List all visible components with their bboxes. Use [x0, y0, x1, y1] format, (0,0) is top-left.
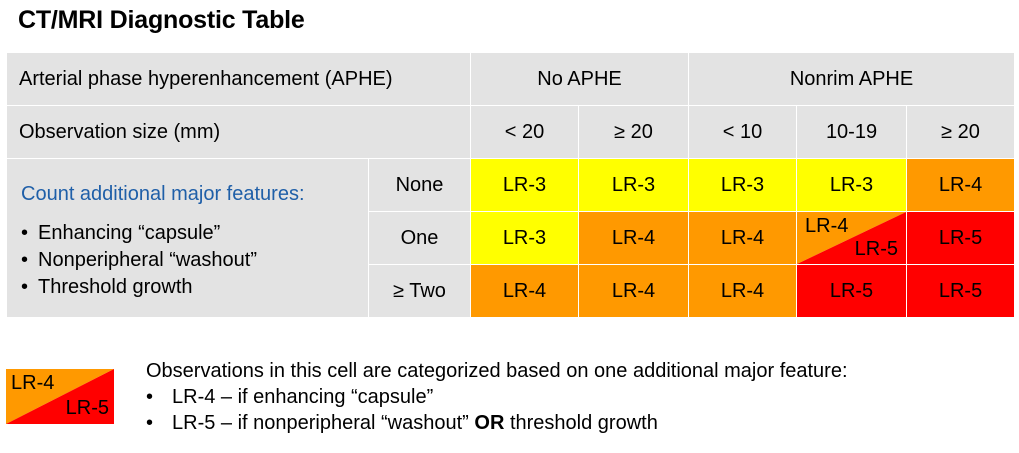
no-aphe-header: No APHE: [469, 52, 690, 106]
table-row: ≥ Two LR-4 LR-4 LR-4 LR-5 LR-5: [7, 264, 1016, 318]
legend-swatch-bottom: LR-5: [65, 397, 109, 419]
category-cell: LR-4: [688, 264, 798, 318]
major-features-cell: Count additional major features: • Enhanc…: [6, 158, 369, 318]
category-cell: LR-3: [688, 158, 798, 212]
category-cell: LR-4: [470, 264, 579, 318]
size-col-header: < 10: [688, 105, 798, 159]
category-cell: LR-5: [906, 264, 1016, 318]
list-item: • Enhancing “capsule”: [21, 222, 221, 244]
row-label: One: [368, 211, 471, 265]
list-item: • Nonperipheral “washout”: [21, 249, 258, 271]
size-col-header: < 20: [470, 105, 579, 159]
category-cell: LR-3: [577, 158, 690, 212]
size-col-header: 10-19: [796, 105, 908, 159]
legend-item: • LR-5 – if nonperipheral “washout” OR th…: [146, 412, 658, 434]
size-col-header: ≥ 20: [577, 105, 690, 159]
features-title: Count additional major features:: [21, 183, 305, 205]
nonrim-aphe-header: Nonrim APHE: [688, 52, 1016, 106]
aphe-header: Arterial phase hyperenhancement (APHE): [6, 52, 471, 106]
features-list: • Enhancing “capsule” • Nonperipheral “was…: [21, 220, 368, 301]
split-category-cell: LR-4 LR-5: [796, 211, 908, 265]
split-diagonal: [797, 212, 906, 264]
size-header: Observation size (mm): [6, 105, 471, 159]
page-title: CT/MRI Diagnostic Table: [18, 6, 305, 34]
category-cell: LR-4: [577, 264, 690, 318]
size-col-header: ≥ 20: [906, 105, 1016, 159]
split-bottom-label: LR-5: [854, 238, 899, 260]
category-cell: LR-3: [470, 211, 579, 265]
category-cell: LR-5: [796, 264, 908, 318]
legend-swatch-top: LR-4: [11, 372, 55, 394]
legend-diagonal: [6, 369, 114, 424]
legend-text: Observations in this cell are categorize…: [146, 358, 848, 436]
row-label: None: [368, 158, 471, 212]
legend-item: • LR-4 – if enhancing “capsule”: [146, 386, 434, 408]
row-label: ≥ Two: [368, 264, 471, 318]
category-cell: LR-3: [470, 158, 579, 212]
diagnostic-table: Arterial phase hyperenhancement (APHE) N…: [6, 52, 1016, 318]
legend-intro: Observations in this cell are categorize…: [146, 360, 848, 382]
table-row: Count additional major features: • Enhanc…: [6, 158, 1016, 318]
category-cell: LR-4: [577, 211, 690, 265]
legend-swatch: LR-4 LR-5: [6, 369, 114, 424]
category-cell: LR-4: [688, 211, 798, 265]
split-top-label: LR-4: [805, 215, 849, 237]
category-cell: LR-5: [906, 211, 1016, 265]
category-cell: LR-4: [906, 158, 1016, 212]
table-row: One LR-3 LR-4 LR-4 LR-4 LR-5 LR-5: [7, 211, 1016, 265]
list-item: • Threshold growth: [21, 276, 193, 298]
category-cell: LR-3: [796, 158, 908, 212]
